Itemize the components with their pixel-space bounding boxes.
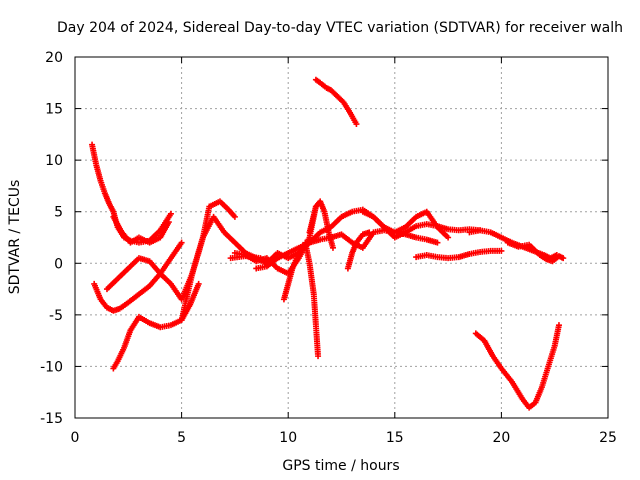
x-tick-label: 20 <box>492 430 510 446</box>
series-track-12 <box>504 239 567 265</box>
series-track-14 <box>306 198 336 251</box>
series-track-3 <box>110 280 202 372</box>
series-track-2 <box>91 239 185 314</box>
x-tick-label: 25 <box>599 430 617 446</box>
data-point <box>165 219 172 226</box>
y-tick-label: 0 <box>54 256 63 272</box>
x-tick-label: 0 <box>71 430 80 446</box>
data-points <box>89 76 567 411</box>
series-track-10 <box>413 247 505 262</box>
data-point <box>555 322 562 329</box>
series-track-19 <box>110 213 172 246</box>
data-point <box>434 239 441 246</box>
axis-ticks: 0 5 10 15 20 25 20 15 10 5 0 -5 -10 -15 <box>40 50 617 446</box>
data-point <box>315 353 322 360</box>
series-track-18 <box>472 322 562 411</box>
data-point <box>195 280 202 287</box>
series-track-9 <box>359 208 452 241</box>
data-point <box>167 210 174 217</box>
y-tick-label: 10 <box>45 153 63 169</box>
x-axis-label: GPS time / hours <box>282 458 399 474</box>
x-tick-label: 5 <box>177 430 186 446</box>
plot-frame <box>74 56 609 419</box>
series-track-17 <box>344 229 373 272</box>
data-point <box>231 213 238 220</box>
y-axis-label: SDTVAR / TECUs <box>7 180 23 295</box>
data-point <box>353 121 360 128</box>
series-track-13 <box>312 76 360 128</box>
y-tick-label: -5 <box>49 308 63 324</box>
data-point <box>178 239 185 246</box>
y-tick-label: -15 <box>40 411 63 427</box>
data-point <box>329 244 336 251</box>
series-track-5 <box>178 213 270 324</box>
y-tick-label: 5 <box>54 205 63 221</box>
data-point <box>295 249 302 256</box>
data-point <box>366 229 373 236</box>
series-track-16 <box>280 249 302 303</box>
y-tick-label: -10 <box>40 359 63 375</box>
x-tick-label: 10 <box>279 430 297 446</box>
y-tick-label: 20 <box>45 50 63 66</box>
x-tick-label: 15 <box>386 430 404 446</box>
chart-title: Day 204 of 2024, Sidereal Day-to-day VTE… <box>57 20 623 36</box>
y-tick-label: 15 <box>45 102 63 118</box>
data-point <box>445 234 452 241</box>
series-track-15 <box>302 239 322 360</box>
data-point <box>560 255 567 262</box>
data-point <box>498 247 505 254</box>
